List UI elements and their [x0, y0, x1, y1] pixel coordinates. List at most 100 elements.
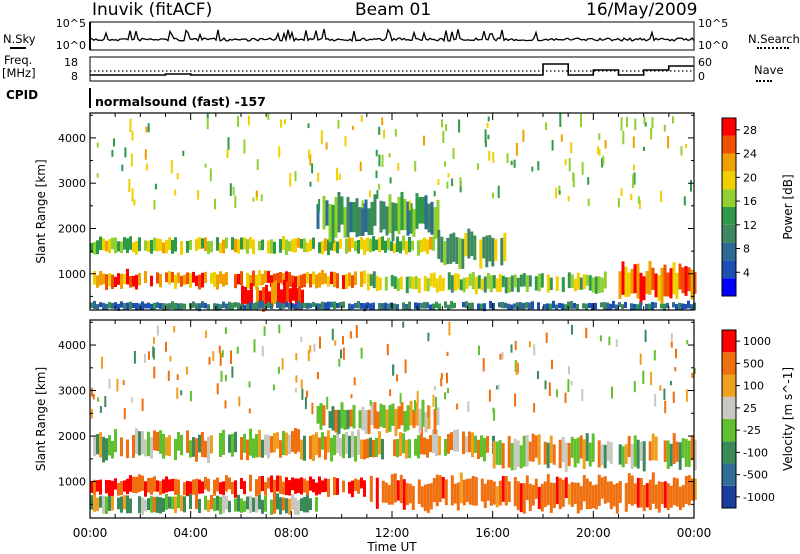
echo-cell [570, 436, 574, 458]
echo-cell [384, 302, 387, 310]
echo-cell [252, 497, 255, 512]
echo-cell [318, 476, 321, 495]
echo-band [241, 279, 304, 312]
echo-cell [537, 273, 541, 292]
echo-cell [480, 303, 483, 310]
echo-cell [412, 409, 416, 429]
echo-cell [681, 438, 685, 458]
echo-cell [352, 202, 356, 233]
nave-tick-bottom: 0 [698, 70, 705, 83]
echo-cell [603, 271, 607, 289]
echo-cell [346, 409, 350, 430]
echo-cell [618, 302, 621, 308]
echo-cell [381, 236, 384, 251]
echo-cell [189, 273, 192, 288]
scatter-echo [533, 344, 536, 356]
echo-cell [255, 434, 258, 458]
echo-cell [672, 302, 675, 308]
echo-cell [318, 437, 321, 458]
echo-cell [96, 480, 99, 492]
echo-cell [364, 410, 368, 434]
scatter-echo [234, 195, 237, 208]
echo-cell [519, 302, 522, 310]
scatter-echo [404, 359, 407, 374]
echo-cell [630, 303, 633, 311]
echo-cell [201, 431, 204, 457]
scatter-echo [337, 119, 340, 129]
echo-cell [153, 237, 156, 251]
echo-cell [687, 300, 690, 309]
echo-cell [111, 237, 114, 250]
echo-cell [141, 301, 144, 310]
echo-cell [318, 303, 321, 310]
echo-cell [240, 478, 243, 489]
echo-cell [600, 277, 604, 293]
echo-cell [90, 495, 93, 510]
echo-cell [672, 477, 676, 506]
echo-cell [192, 437, 195, 457]
scatter-echo [281, 358, 284, 370]
echo-cell [279, 440, 282, 458]
echo-cell [186, 241, 189, 253]
echo-cell [372, 302, 375, 310]
echo-cell [177, 494, 180, 509]
echo-cell [336, 478, 339, 495]
echo-cell [216, 274, 219, 290]
echo-cell [294, 303, 297, 310]
scatter-echo [491, 192, 494, 199]
echo-cell [513, 438, 517, 471]
echo-cell [546, 442, 550, 469]
scatter-echo [342, 335, 344, 345]
echo-cell [177, 272, 180, 284]
echo-cell [564, 304, 567, 310]
echo-cell [537, 434, 541, 465]
scatter-echo [564, 159, 567, 166]
echo-cell [177, 431, 180, 451]
echo-cell [633, 435, 637, 467]
echo-cell [165, 303, 168, 310]
echo-cell [361, 203, 365, 236]
colorbar-tick-label: -500 [743, 469, 768, 482]
echo-cell [495, 441, 499, 465]
echo-cell [414, 302, 417, 309]
echo-cell [465, 478, 469, 503]
scatter-echo [555, 187, 558, 199]
freq-series [90, 63, 694, 76]
scatter-echo [510, 160, 513, 166]
echo-cell [588, 481, 592, 509]
scatter-echo [278, 324, 281, 334]
echo-cell [594, 484, 598, 510]
echo-cell [651, 433, 655, 461]
echo-cell [270, 303, 273, 309]
echo-cell [204, 440, 207, 458]
echo-cell [534, 478, 538, 499]
echo-cell [552, 300, 555, 309]
echo-cell [444, 301, 447, 308]
echo-cell [367, 208, 371, 236]
echo-cell [630, 475, 634, 506]
echo-cell [306, 480, 309, 498]
echo-cell [129, 236, 132, 250]
echo-cell [291, 303, 294, 309]
echo-cell [421, 399, 425, 427]
echo-cell [618, 271, 622, 299]
echo-cell [285, 301, 288, 308]
colorbar-swatch [722, 118, 736, 136]
scatter-echo [253, 339, 256, 353]
echo-cell [555, 476, 559, 505]
echo-cell [390, 241, 393, 251]
echo-cell [321, 301, 324, 310]
echo-cell [387, 484, 391, 505]
echo-cell [279, 272, 282, 284]
echo-cell [117, 303, 120, 311]
echo-cell [516, 481, 520, 511]
echo-cell [522, 483, 526, 514]
echo-cell [231, 237, 234, 250]
echo-cell [672, 262, 676, 295]
echo-cell [264, 304, 267, 310]
scatter-echo [484, 140, 487, 148]
scatter-echo [278, 146, 281, 158]
echo-cell [591, 433, 595, 462]
colorbar-swatch [722, 153, 736, 172]
echo-cell [507, 303, 510, 310]
